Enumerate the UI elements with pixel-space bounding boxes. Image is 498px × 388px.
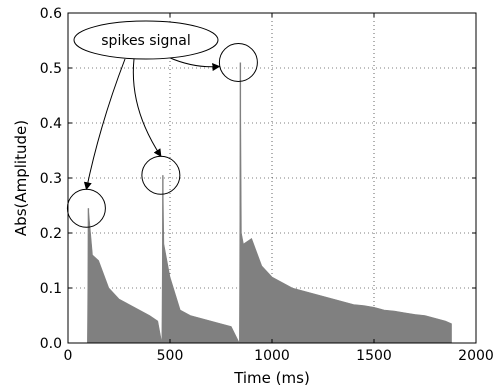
y-tick-label: 0.6 [40,6,62,22]
grid-lines [68,13,476,343]
spike-circle [218,43,258,82]
x-tick-label: 1500 [356,348,392,364]
annotation-arrow [83,58,126,191]
axis-ticks: 0 500 1000 1500 2000 0.0 0.1 0.2 0.3 0.4 0.5 0.6 [40,6,494,364]
signal-area [87,62,452,344]
spike-circle [66,188,106,228]
signal-area-series [87,62,452,344]
x-tick-label: 500 [157,348,184,364]
x-tick-label: 0 [64,348,73,364]
spike-annotation: spikes signal [66,20,258,228]
x-tick-label: 2000 [458,348,494,364]
y-axis-label: Abs(Amplitude) [12,120,30,236]
x-tick-label: 1000 [254,348,290,364]
y-tick-label: 0.4 [40,116,62,132]
annotation-callout-ellipse [73,20,219,60]
annotation-arrow [167,56,221,72]
annotation-arrow [132,58,162,158]
y-tick-label: 0.1 [40,281,62,297]
y-tick-label: 0.0 [40,336,62,352]
y-tick-label: 0.3 [40,171,62,187]
spike-circle [141,155,181,195]
y-tick-label: 0.5 [40,61,62,77]
annotation-text: spikes signal [101,33,190,49]
x-axis-label: Time (ms) [233,369,310,387]
y-tick-label: 0.2 [40,226,62,242]
